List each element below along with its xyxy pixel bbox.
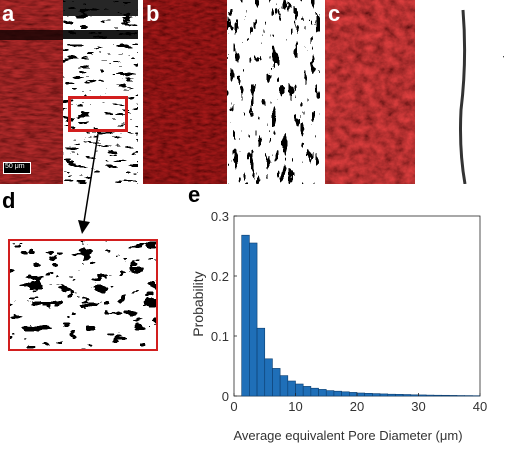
histogram-bar — [349, 392, 358, 397]
histogram-bar — [318, 389, 327, 397]
y-tick-label: 0 — [222, 389, 229, 404]
y-axis-label: Probability — [190, 271, 206, 336]
histogram-bar — [448, 395, 458, 397]
scale-bar-label: 50 μm — [5, 163, 25, 170]
histogram-bar — [302, 386, 312, 397]
pore-diameter-histogram: 0 10 20 30 40 0 0.1 0.2 0.3 Average equivalent P… — [190, 209, 487, 443]
zoom-region-box — [68, 96, 128, 132]
histogram-bar — [341, 391, 350, 397]
panel-letter-d: d — [2, 188, 16, 213]
zoom-arrow — [78, 133, 99, 234]
histogram-bar — [441, 394, 450, 397]
histogram-bar — [410, 394, 419, 397]
panel-letter-b: b — [146, 1, 160, 26]
x-tick-label: 10 — [288, 399, 302, 414]
binary-zoom-image-d — [10, 241, 156, 349]
panel-a-binary — [63, 0, 138, 184]
histogram-bar — [418, 394, 427, 397]
histogram-bar — [425, 394, 435, 397]
histogram-bar — [433, 394, 442, 397]
histogram-bar — [310, 387, 319, 397]
scale-bar — [3, 162, 31, 174]
histogram-bar — [395, 394, 404, 397]
histogram-bar — [272, 368, 281, 397]
fluorescence-image-c — [325, 0, 415, 184]
histogram-bar — [325, 390, 335, 397]
histogram-bar — [249, 242, 258, 397]
panel-d-zoom — [8, 239, 158, 351]
axes — [233, 215, 481, 397]
histogram-bar — [241, 234, 250, 397]
binary-image-c — [415, 0, 512, 184]
x-tick-label: 40 — [473, 399, 487, 414]
x-tick-label: 30 — [411, 399, 425, 414]
histogram-bar — [372, 393, 381, 397]
histogram-bar — [356, 392, 365, 397]
fluorescence-image-b — [143, 0, 227, 184]
histogram-bar — [387, 393, 396, 397]
panel-c-binary — [415, 0, 512, 184]
fluorescence-image-a — [0, 0, 63, 184]
histogram-bar — [287, 380, 296, 397]
histogram-bar — [333, 390, 342, 397]
panel-b-fluorescence — [143, 0, 227, 184]
histogram-bar — [364, 393, 373, 397]
histogram-bar — [279, 375, 289, 397]
panel-b-binary — [227, 0, 320, 184]
panel-a-fluorescence — [0, 0, 63, 184]
y-tick-label: 0.2 — [211, 269, 229, 284]
x-tick-label: 20 — [350, 399, 364, 414]
panel-letter-c: c — [328, 1, 341, 26]
histogram-bar — [379, 393, 389, 397]
x-tick-label: 0 — [230, 399, 237, 414]
panel-letter-e: e — [188, 182, 201, 207]
y-tick-label: 0.3 — [211, 209, 229, 224]
histogram-bar — [264, 358, 273, 397]
panel-letter-a: a — [2, 1, 15, 26]
histogram-bar — [295, 383, 304, 397]
binary-image-a — [63, 0, 138, 184]
tick-labels: 0 10 20 30 40 0 0.1 0.2 0.3 — [211, 209, 487, 414]
panel-c-fluorescence — [325, 0, 415, 184]
histogram-bar — [256, 327, 266, 397]
histogram-bars — [241, 234, 481, 397]
y-tick-label: 0.1 — [211, 329, 229, 344]
x-axis-label: Average equivalent Pore Diameter (μm) — [233, 428, 462, 443]
histogram-bar — [402, 394, 412, 397]
binary-image-b — [227, 0, 320, 184]
